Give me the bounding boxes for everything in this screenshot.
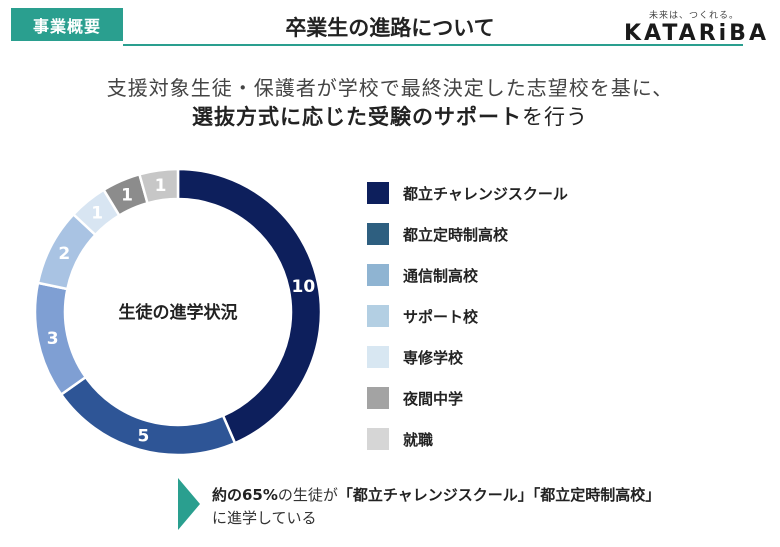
subtitle-line1: 支援対象生徒・保護者が学校で最終決定した志望校を基に、 bbox=[106, 76, 674, 100]
legend-item: 専修学校 bbox=[367, 346, 464, 368]
legend-swatch bbox=[367, 305, 389, 327]
legend-label: 就職 bbox=[403, 430, 434, 449]
legend-swatch bbox=[367, 387, 389, 409]
legend-swatch bbox=[367, 264, 389, 286]
section-tag: 事業概要 bbox=[11, 8, 123, 41]
legend-swatch bbox=[367, 428, 389, 450]
legend-label: 都立定時制高校 bbox=[403, 225, 509, 244]
callout-line2: に進学している bbox=[212, 509, 317, 527]
donut-slice-6 bbox=[137, 167, 180, 205]
donut-slice-0 bbox=[176, 167, 323, 445]
callout-arrow-icon bbox=[178, 478, 200, 530]
slice-value-label-4: 1 bbox=[91, 204, 103, 224]
legend-label: 通信制高校 bbox=[403, 266, 479, 285]
callout-bold2: 「都立チャレンジスクール」「都立定時制高校」 bbox=[337, 486, 661, 504]
slice-value-label-1: 5 bbox=[138, 426, 150, 446]
legend-item: 通信制高校 bbox=[367, 264, 479, 286]
logo-name: KATARiBA bbox=[624, 21, 769, 46]
katariba-logo: 未来は、つくれる。 KATARiBA bbox=[624, 8, 769, 46]
legend-label: 都立チャレンジスクール bbox=[403, 184, 568, 203]
legend-item: 就職 bbox=[367, 428, 434, 450]
subtitle-rest: を行う bbox=[522, 105, 588, 129]
slice-value-label-0: 10 bbox=[291, 277, 315, 297]
donut-center-label: 生徒の進学状況 bbox=[119, 302, 238, 323]
legend-swatch bbox=[367, 182, 389, 204]
title-underline bbox=[123, 44, 743, 46]
slice-value-label-3: 2 bbox=[58, 244, 70, 264]
legend-item: サポート校 bbox=[367, 305, 479, 327]
callout-bold: 約の65% bbox=[212, 486, 278, 504]
legend-label: 夜間中学 bbox=[403, 389, 464, 408]
page-title: 卒業生の進路について bbox=[285, 16, 495, 40]
legend-item: 夜間中学 bbox=[367, 387, 464, 409]
legend-item: 都立定時制高校 bbox=[367, 223, 509, 245]
donut-slice-2 bbox=[33, 281, 88, 397]
legend-swatch bbox=[367, 346, 389, 368]
legend-label: サポート校 bbox=[403, 307, 479, 326]
legend-label: 専修学校 bbox=[403, 348, 464, 367]
slice-value-label-6: 1 bbox=[155, 176, 167, 196]
legend-item: 都立チャレンジスクール bbox=[367, 182, 568, 204]
legend-swatch bbox=[367, 223, 389, 245]
slice-value-label-5: 1 bbox=[121, 186, 133, 206]
callout-text: 約の65%の生徒が「都立チャレンジスクール」「都立定時制高校」 に進学している bbox=[212, 484, 660, 530]
subtitle-line2: 選抜方式に応じた受験のサポートを行う bbox=[0, 101, 780, 131]
callout-mid: の生徒が bbox=[277, 486, 338, 504]
subtitle-bold: 選抜方式に応じた受験のサポート bbox=[192, 105, 522, 129]
slice-value-label-2: 3 bbox=[47, 329, 59, 349]
logo-tagline: 未来は、つくれる。 bbox=[648, 11, 739, 21]
